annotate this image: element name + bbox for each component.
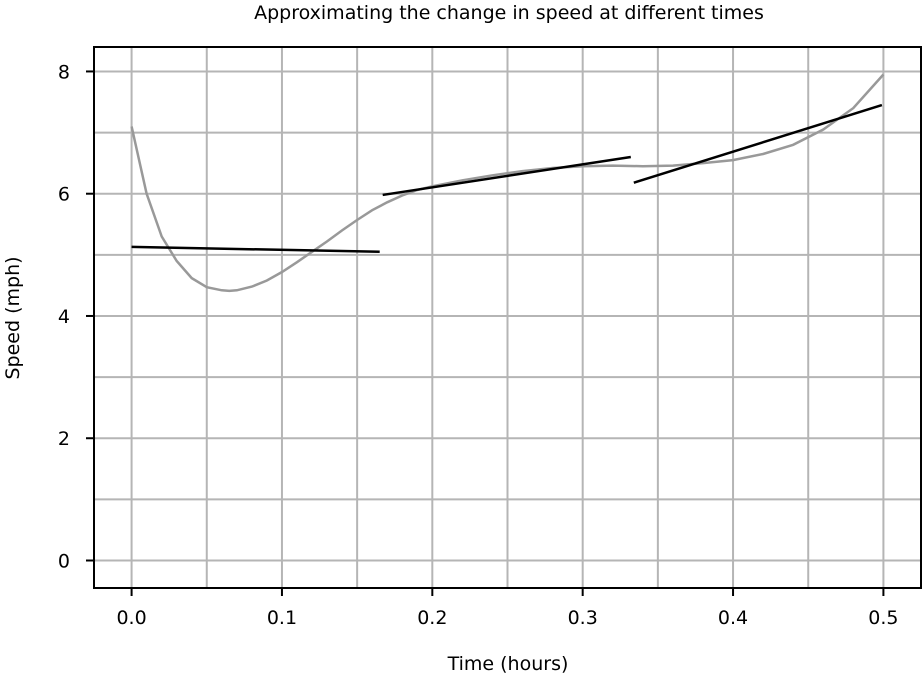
y-axis-label: Speed (mph) — [2, 256, 24, 379]
approximation-segment — [633, 103, 883, 184]
plot-area — [130, 73, 885, 293]
axis-ticks: 0.0 0.1 0.2 0.3 0.4 0.5 0 2 4 6 8 — [58, 61, 899, 629]
approximation-segment — [131, 245, 380, 254]
x-axis-label: Time (hours) — [447, 653, 569, 675]
x-tick-label: 0.0 — [116, 607, 146, 629]
x-tick-label: 0.5 — [868, 607, 898, 629]
y-tick-label: 8 — [58, 61, 70, 83]
x-tick-label: 0.1 — [267, 607, 297, 629]
approximation-segment — [382, 155, 631, 197]
chart-title: Approximating the change in speed at dif… — [254, 2, 764, 24]
speed-curve — [130, 73, 885, 293]
grid-lines — [94, 47, 921, 588]
axes-frame — [93, 46, 922, 589]
x-tick-label: 0.2 — [417, 607, 447, 629]
y-tick-label: 4 — [58, 306, 70, 328]
y-tick-label: 6 — [58, 184, 70, 206]
x-tick-label: 0.3 — [568, 607, 598, 629]
y-tick-label: 2 — [58, 428, 70, 450]
y-tick-label: 0 — [58, 550, 70, 572]
x-tick-label: 0.4 — [718, 607, 748, 629]
